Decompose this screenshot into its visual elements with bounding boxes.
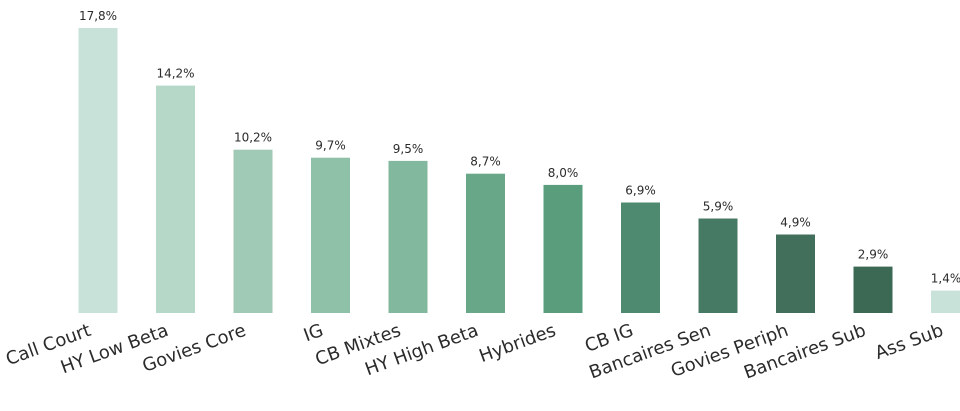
bar-11	[931, 290, 960, 313]
value-label-2: 10,2%	[234, 131, 272, 145]
bar-10	[853, 266, 893, 313]
bar-7	[621, 202, 660, 313]
value-label-1: 14,2%	[156, 67, 194, 81]
value-label-10: 2,9%	[858, 248, 889, 262]
bar-6	[543, 184, 583, 313]
value-label-5: 8,7%	[470, 155, 501, 169]
category-label-11: Ass Sub	[872, 320, 946, 364]
bar-5	[466, 173, 505, 313]
value-label-11: 1,4%	[931, 272, 960, 286]
bar-2	[233, 149, 273, 313]
category-label-3: IG	[301, 320, 326, 346]
bar-1	[156, 85, 195, 313]
value-label-9: 4,9%	[780, 216, 811, 230]
value-label-7: 6,9%	[625, 184, 656, 198]
value-label-4: 9,5%	[393, 142, 424, 156]
bar-4	[388, 160, 428, 313]
value-label-3: 9,7%	[315, 139, 346, 153]
bar-8	[698, 218, 738, 313]
value-label-6: 8,0%	[548, 166, 579, 180]
bar-0	[78, 28, 118, 313]
value-label-8: 5,9%	[703, 200, 734, 214]
category-label-6: Hybrides	[476, 320, 558, 367]
bar-9	[776, 234, 815, 313]
value-labels-group: 17,8% 14,2% 10,2% 9,7% 9,5% 8,7% 8,0% 6,9% 5,9% 4…	[79, 9, 960, 286]
bar-3	[311, 157, 350, 313]
bars-group	[78, 28, 960, 313]
value-label-0: 17,8%	[79, 9, 117, 23]
